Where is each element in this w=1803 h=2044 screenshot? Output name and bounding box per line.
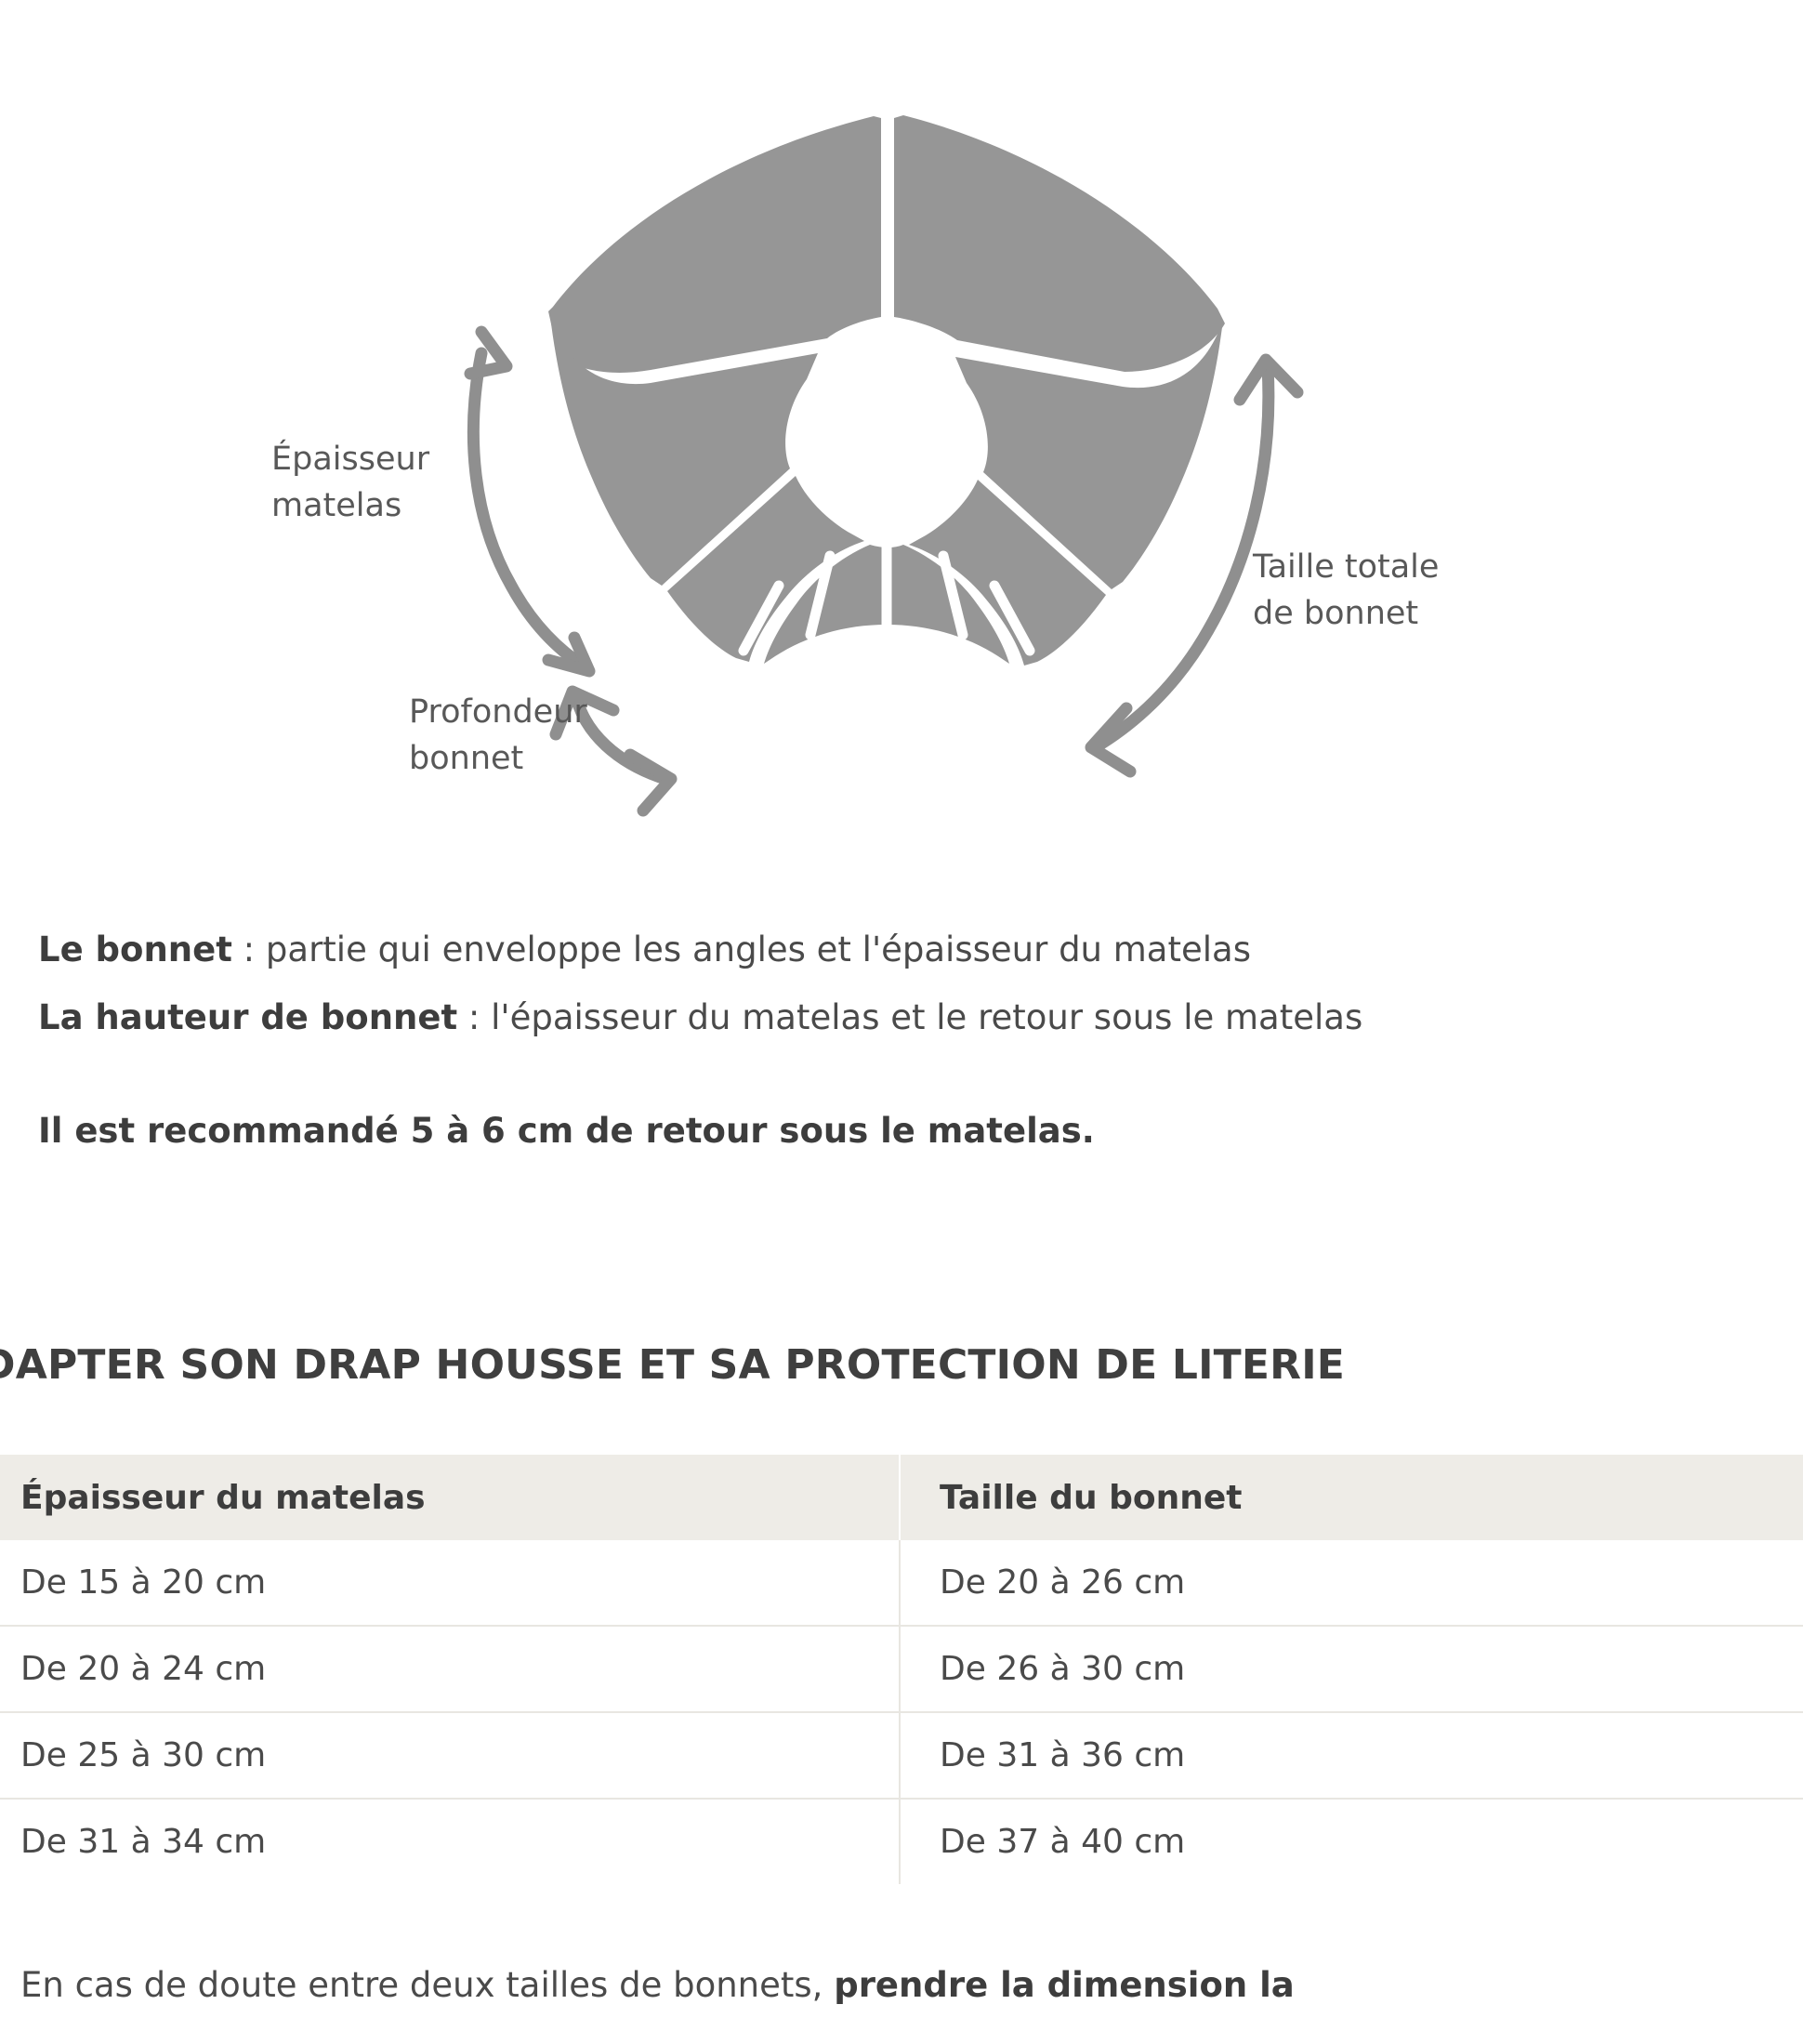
depth-label-line2: bonnet bbox=[409, 739, 524, 777]
definition-hauteur-de-bonnet: La hauteur de bonnet : l'épaisseur du ma… bbox=[38, 983, 1803, 1051]
mattress-to-cap-size-table: Épaisseur du matelas Taille du bonnet De… bbox=[0, 1455, 1803, 1884]
total-size-label-line2: de bonnet bbox=[1253, 594, 1419, 632]
section-title: DAPTER SON DRAP HOUSSE ET SA PROTECTION … bbox=[0, 1341, 1346, 1389]
gather-lines bbox=[738, 534, 1035, 656]
depth-arrow bbox=[549, 685, 678, 817]
table-row: De 25 à 30 cm De 31 à 36 cm bbox=[0, 1712, 1803, 1800]
definition-term-0: Le bonnet bbox=[38, 930, 232, 969]
diagram-illustration bbox=[464, 115, 1304, 817]
definition-separator-1: : bbox=[457, 997, 492, 1037]
recommendation-text: Il est recommandé 5 à 6 cm de retour sou… bbox=[38, 1111, 1095, 1151]
depth-label-line1: Profondeur bbox=[409, 693, 587, 731]
cell-mattress-thickness: De 31 à 34 cm bbox=[0, 1799, 901, 1884]
table-body: De 15 à 20 cm De 20 à 26 cm De 20 à 24 c… bbox=[0, 1540, 1803, 1884]
cell-cap-size: De 20 à 26 cm bbox=[900, 1540, 1803, 1627]
footer-note-normal: En cas de doute entre deux tailles de bo… bbox=[20, 1965, 835, 2005]
thickness-label-line1: Épaisseur bbox=[271, 441, 430, 478]
right-top-face bbox=[894, 115, 1225, 372]
left-side-panel bbox=[550, 316, 818, 586]
cell-cap-size: De 37 à 40 cm bbox=[900, 1799, 1803, 1884]
table-row: De 31 à 34 cm De 37 à 40 cm bbox=[0, 1799, 1803, 1884]
left-top-face bbox=[548, 116, 881, 373]
cell-mattress-thickness: De 20 à 24 cm bbox=[0, 1626, 901, 1713]
total-size-arrow bbox=[1085, 353, 1304, 778]
note-bullet-icon: ) bbox=[0, 1961, 20, 2008]
cell-mattress-thickness: De 15 à 20 cm bbox=[0, 1540, 901, 1627]
footer-note: )En cas de doute entre deux tailles de b… bbox=[0, 1961, 1803, 2008]
mattress-corner-diagram: Épaisseur matelas Taille totale de bonne… bbox=[0, 0, 1803, 855]
thickness-arrow bbox=[464, 325, 596, 678]
table-header-row: Épaisseur du matelas Taille du bonnet bbox=[0, 1455, 1803, 1540]
definition-le-bonnet: Le bonnet : partie qui enveloppe les ang… bbox=[38, 916, 1803, 983]
cell-mattress-thickness: De 25 à 30 cm bbox=[0, 1712, 901, 1800]
thickness-label-line2: matelas bbox=[271, 486, 402, 524]
left-gather-panel bbox=[667, 476, 864, 662]
definition-description-0: partie qui enveloppe les angles et l'épa… bbox=[265, 930, 1251, 969]
mattress-corner-shape bbox=[548, 115, 1225, 666]
right-gather-panel bbox=[909, 480, 1106, 666]
total-size-label-line1: Taille totale bbox=[1253, 548, 1440, 586]
table-row: De 15 à 20 cm De 20 à 26 cm bbox=[0, 1540, 1803, 1627]
definition-separator-0: : bbox=[231, 930, 266, 969]
footer-note-bold: prendre la dimension la bbox=[834, 1965, 1295, 2005]
diagram-label-total-cap-size: Taille totale de bonnet bbox=[1253, 545, 1439, 637]
diagram-label-cap-depth: Profondeur bonnet bbox=[409, 690, 587, 782]
diagram-label-thickness: Épaisseur matelas bbox=[271, 437, 429, 529]
cell-cap-size: De 26 à 30 cm bbox=[900, 1626, 1803, 1713]
table-header-cap-size: Taille du bonnet bbox=[900, 1455, 1803, 1540]
cell-cap-size: De 31 à 36 cm bbox=[900, 1712, 1803, 1800]
definitions-block: Le bonnet : partie qui enveloppe les ang… bbox=[38, 916, 1803, 1051]
table-row: De 20 à 24 cm De 26 à 30 cm bbox=[0, 1626, 1803, 1713]
right-side-panel bbox=[955, 320, 1223, 589]
definition-term-1: La hauteur de bonnet bbox=[38, 997, 458, 1037]
table-header-mattress-thickness: Épaisseur du matelas bbox=[0, 1455, 901, 1540]
table-header: Épaisseur du matelas Taille du bonnet bbox=[0, 1455, 1803, 1540]
definition-description-1: l'épaisseur du matelas et le retour sous… bbox=[491, 997, 1363, 1037]
